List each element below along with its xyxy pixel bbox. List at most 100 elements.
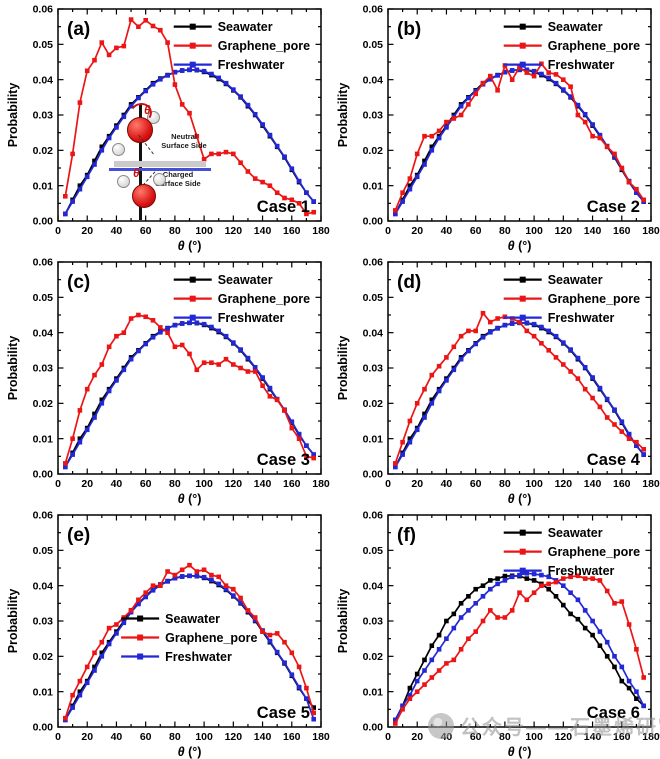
svg-text:120: 120	[225, 731, 243, 743]
svg-text:120: 120	[225, 225, 243, 237]
svg-text:Graphene_pore: Graphene_pore	[548, 39, 640, 53]
x-axis-label: θ (°)	[178, 492, 202, 506]
svg-text:100: 100	[525, 225, 543, 237]
panel-b-chart: 0 20 40 60 80 100 120 140 160 180 0.00 0.01 0.02 0.03…	[336, 4, 660, 253]
svg-text:0.04: 0.04	[33, 327, 54, 339]
svg-text:0.05: 0.05	[363, 292, 384, 304]
svg-text:40: 40	[111, 731, 123, 743]
svg-text:0.00: 0.00	[33, 722, 54, 734]
svg-text:180: 180	[642, 225, 660, 237]
panel-letter: (e)	[67, 525, 90, 546]
y-axis-ticks: 0.00 0.01 0.02 0.03 0.04 0.05 0.06	[363, 257, 651, 481]
svg-text:0.06: 0.06	[363, 257, 384, 269]
case-label: Case 5	[257, 704, 310, 722]
svg-text:0.02: 0.02	[363, 651, 384, 663]
panel-c-chart: 0 20 40 60 80 100 120 140 160 180 0.00 0.01 0.02 0.03…	[6, 257, 330, 506]
y-axis-label: Probability	[6, 83, 20, 148]
svg-text:80: 80	[169, 731, 181, 743]
svg-text:180: 180	[312, 225, 330, 237]
svg-text:Seawater: Seawater	[548, 526, 603, 540]
svg-text:0.03: 0.03	[363, 110, 384, 122]
series-Graphene_pore	[393, 573, 646, 726]
svg-text:Seawater: Seawater	[548, 273, 603, 287]
svg-text:0.06: 0.06	[33, 510, 54, 522]
svg-text:0.02: 0.02	[363, 145, 384, 157]
svg-text:160: 160	[283, 478, 301, 490]
theta-symbol: θ	[133, 166, 140, 180]
svg-text:100: 100	[525, 478, 543, 490]
svg-text:0.03: 0.03	[363, 363, 384, 375]
svg-text:0.02: 0.02	[33, 145, 54, 157]
svg-text:0.05: 0.05	[33, 545, 54, 557]
svg-text:0.03: 0.03	[33, 110, 54, 122]
svg-text:0: 0	[55, 478, 61, 490]
svg-text:40: 40	[111, 478, 123, 490]
svg-text:0.01: 0.01	[33, 686, 54, 698]
case-label: Case 4	[587, 451, 641, 469]
svg-text:20: 20	[411, 225, 423, 237]
svg-text:Graphene_pore: Graphene_pore	[218, 39, 310, 53]
svg-text:160: 160	[283, 225, 301, 237]
y-axis-label: Probability	[6, 336, 20, 401]
series-Graphene_pore	[393, 61, 646, 213]
molecule-inset: θ Neutral Surface Side Charged Surface S…	[100, 100, 212, 220]
svg-text:160: 160	[613, 478, 631, 490]
panel-letter: (c)	[67, 272, 90, 293]
x-axis-ticks: 0 20 40 60 80 100 120 140 160 180	[55, 515, 330, 743]
svg-text:100: 100	[195, 478, 213, 490]
svg-text:80: 80	[499, 478, 511, 490]
svg-text:0.03: 0.03	[363, 616, 384, 628]
svg-text:100: 100	[195, 731, 213, 743]
svg-text:0: 0	[385, 478, 391, 490]
oxygen-atom	[127, 117, 153, 143]
x-axis-label: θ (°)	[178, 239, 202, 253]
svg-text:0.01: 0.01	[363, 433, 384, 445]
panel-d-chart: 0 20 40 60 80 100 120 140 160 180 0.00 0.01 0.02 0.03…	[336, 257, 660, 506]
svg-text:180: 180	[642, 478, 660, 490]
x-axis-ticks: 0 20 40 60 80 100 120 140 160 180	[55, 9, 330, 237]
y-axis-label: Probability	[6, 589, 20, 654]
series-Graphene_pore	[63, 17, 316, 217]
charged-side-label: Charged Surface Side	[155, 170, 201, 188]
svg-text:20: 20	[81, 731, 93, 743]
svg-text:0.04: 0.04	[363, 327, 384, 339]
svg-text:80: 80	[499, 731, 511, 743]
svg-text:80: 80	[169, 225, 181, 237]
series-Freshwater	[63, 320, 316, 470]
watermark-text: 公众号——石墨烯研究	[460, 717, 660, 739]
legend: Seawater Graphene_pore Freshwater	[173, 273, 310, 325]
panel-d: 0 20 40 60 80 100 120 140 160 180 0.00 0.01 0.02 0.03…	[330, 253, 660, 506]
svg-text:140: 140	[254, 478, 272, 490]
svg-text:60: 60	[140, 731, 152, 743]
svg-text:0.04: 0.04	[33, 74, 54, 86]
svg-text:140: 140	[584, 225, 602, 237]
svg-text:160: 160	[283, 731, 301, 743]
svg-text:40: 40	[111, 225, 123, 237]
svg-text:160: 160	[613, 225, 631, 237]
svg-text:0: 0	[55, 225, 61, 237]
svg-text:0.00: 0.00	[33, 216, 54, 228]
svg-text:0.06: 0.06	[363, 4, 384, 16]
y-axis-label: Probability	[336, 589, 350, 654]
svg-text:Freshwater: Freshwater	[548, 564, 615, 578]
svg-text:0.05: 0.05	[33, 292, 54, 304]
svg-text:Freshwater: Freshwater	[165, 650, 232, 664]
svg-text:0.01: 0.01	[363, 686, 384, 698]
svg-text:0: 0	[55, 731, 61, 743]
svg-text:120: 120	[225, 478, 243, 490]
watermark-logo-icon	[428, 712, 454, 739]
svg-text:0.06: 0.06	[33, 257, 54, 269]
svg-text:140: 140	[254, 225, 272, 237]
svg-text:0.05: 0.05	[363, 39, 384, 51]
panel-f-chart: 0204060801001201401601800.000.010.020.03…	[336, 510, 660, 759]
svg-text:40: 40	[441, 478, 453, 490]
svg-text:140: 140	[254, 731, 272, 743]
svg-text:0.01: 0.01	[33, 433, 54, 445]
svg-text:0.03: 0.03	[33, 616, 54, 628]
svg-text:0.04: 0.04	[363, 580, 384, 592]
svg-text:20: 20	[411, 478, 423, 490]
panel-letter: (f)	[397, 525, 416, 546]
neutral-side-label: Neutral Surface Side	[161, 132, 207, 150]
